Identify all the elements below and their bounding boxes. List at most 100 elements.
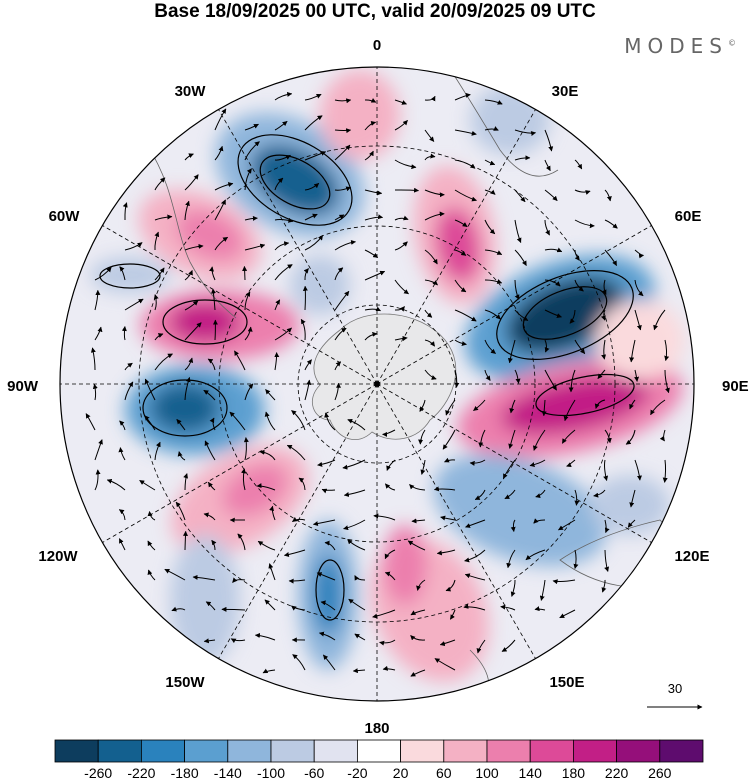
wind-vector: [372, 609, 396, 619]
wind-vector: [154, 267, 165, 281]
wind-vector: [119, 266, 126, 281]
wind-vector: [394, 279, 409, 295]
map-boundary: [59, 66, 695, 702]
colorbar-swatch: [97, 739, 142, 763]
wind-vector: [440, 515, 456, 521]
colorbar-swatch: [486, 739, 531, 763]
wind-vector: [154, 214, 173, 221]
wind-vector: [384, 483, 396, 491]
wind-vector: [118, 538, 126, 551]
wind-vector: [124, 242, 143, 251]
wind-vector: [229, 411, 246, 431]
wind-vector: [664, 369, 670, 394]
wind-vector: [533, 518, 546, 524]
wind-vector: [484, 126, 499, 131]
colorbar-tick-label: 60: [436, 765, 452, 781]
wind-vector: [484, 279, 503, 284]
wind-vector: [634, 249, 645, 259]
wind-vector: [343, 519, 366, 531]
wind-vector: [629, 399, 636, 410]
colorbar-tick-label: -220: [127, 765, 155, 781]
wind-vector: [525, 549, 546, 561]
colorbar-swatch: [54, 739, 99, 763]
lon-label-30e: 30E: [552, 83, 579, 100]
wind-vector: [274, 264, 293, 281]
wind-vector: [629, 489, 636, 508]
wind-vector: [597, 369, 606, 379]
wind-vector: [221, 606, 246, 612]
wind-vector: [442, 429, 456, 450]
wind-vector: [304, 235, 324, 251]
meridian-line: [102, 225, 378, 385]
wind-vector: [476, 639, 486, 654]
colorbar-tick-label: -180: [171, 765, 199, 781]
lon-label-120e: 120E: [674, 548, 709, 565]
wind-vector: [474, 489, 486, 501]
negative-anomaly-south-of-australia: [433, 453, 607, 567]
colorbar-tick-label: 260: [648, 765, 672, 781]
wind-vector: [244, 123, 259, 131]
wind-vector: [664, 339, 670, 362]
anomaly-field: [60, 67, 694, 701]
wind-vector: [386, 459, 396, 471]
wind-vector: [508, 429, 516, 449]
positive-anomaly-drake-passage-core: [170, 302, 240, 342]
wind-vector: [484, 99, 503, 105]
wind-vector: [574, 189, 591, 195]
wind-vector: [124, 362, 133, 371]
wind-vector: [334, 98, 352, 104]
wind-vector: [354, 575, 366, 581]
wind-vector: [509, 399, 516, 414]
wind-vector: [298, 477, 306, 491]
lon-label-60e: 60E: [675, 208, 702, 225]
wind-vector: [203, 512, 216, 521]
colorbar-tick-label: -260: [84, 765, 112, 781]
wind-vector: [424, 129, 435, 142]
wind-vector: [312, 519, 336, 527]
wind-vector: [334, 327, 347, 341]
wind-vector: [394, 306, 405, 312]
colorbar-swatch: [227, 739, 272, 763]
wind-vector: [510, 579, 516, 597]
lon-label-90e: 90E: [722, 378, 749, 395]
wind-vector: [124, 381, 134, 401]
wind-vector: [324, 412, 336, 431]
wind-vector: [424, 249, 438, 265]
wind-vector: [514, 155, 531, 161]
wind-vector: [214, 236, 229, 251]
wind-vector: [514, 219, 522, 243]
wind-vector: [420, 459, 426, 475]
wind-vector: [439, 639, 456, 647]
colorbar-tick-label: 180: [562, 765, 586, 781]
wind-vector: [484, 369, 491, 381]
wind-vector: [292, 654, 306, 671]
wind-vector: [364, 331, 378, 341]
wind-vector: [563, 399, 576, 422]
wind-vector: [574, 219, 595, 229]
wind-vector: [566, 459, 576, 467]
colorbar-swatch: [356, 739, 401, 763]
wind-vector: [454, 339, 467, 346]
wind-vector: [154, 231, 160, 251]
wind-vector: [604, 519, 610, 533]
wind-vector: [203, 389, 216, 401]
wind-vector: [304, 93, 322, 101]
wind-vector: [559, 609, 576, 619]
longitude-labels: 0 30E 60E 90E 120E 150E 180 150W 120W 90…: [7, 37, 749, 737]
wind-vector: [154, 353, 173, 371]
wind-vector: [192, 574, 216, 581]
wind-vector: [347, 418, 366, 431]
map-title: Base 18/09/2025 00 UTC, valid 20/09/2025…: [154, 1, 596, 22]
wind-vector: [265, 389, 276, 401]
wind-vector: [244, 291, 251, 311]
wind-vector: [454, 189, 477, 202]
wind-vector: [175, 501, 186, 521]
wind-vector: [211, 288, 216, 311]
wind-vector: [445, 579, 456, 592]
wind-vector: [514, 129, 537, 136]
wind-vector: [184, 357, 194, 371]
colorbar: [54, 739, 704, 763]
colorbar-swatch: [573, 739, 618, 763]
wind-vector: [274, 327, 292, 341]
wind-vector: [283, 549, 306, 557]
